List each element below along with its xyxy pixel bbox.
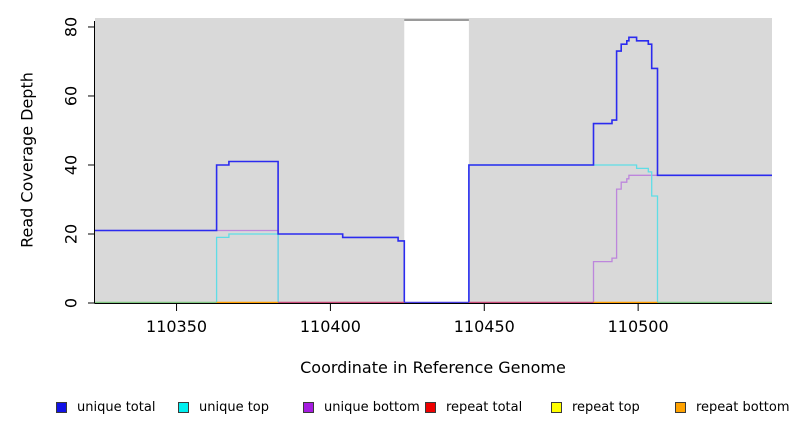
x-axis-title: Coordinate in Reference Genome [300, 358, 566, 377]
legend-item-unique-top: unique top [178, 398, 269, 416]
y-axis-title: Read Coverage Depth [17, 72, 37, 248]
legend-swatch-repeat-top [551, 401, 562, 413]
series-line-unique-total [95, 36, 772, 304]
y-tick-label-60: 60 [61, 85, 81, 107]
gap-band [404, 21, 469, 303]
legend-swatch-unique-bottom [303, 401, 314, 413]
y-tick-label-20: 20 [61, 223, 81, 245]
x-tick-label-110350: 110350 [146, 317, 208, 336]
legend-label: repeat top [572, 399, 640, 415]
legend-item-repeat-top: repeat top [551, 398, 640, 416]
legend-label: repeat total [446, 399, 523, 415]
legend-swatch-repeat-bottom [675, 401, 686, 413]
legend-item-repeat-bottom: repeat bottom [675, 398, 790, 416]
legend-label: unique top [199, 399, 270, 415]
x-tick-label-110400: 110400 [299, 317, 361, 336]
legend-label: unique total [77, 399, 156, 415]
legend-item-repeat-total: repeat total [425, 398, 522, 416]
x-tick-label-110450: 110450 [453, 317, 515, 336]
y-tick-label-40: 40 [61, 154, 81, 176]
legend-item-unique-bottom: unique bottom [303, 398, 420, 416]
legend-item-unique-total: unique total [56, 398, 155, 416]
legend-swatch-repeat-total [425, 401, 436, 413]
legend-label: unique bottom [324, 399, 420, 415]
y-tick-label-80: 80 [61, 16, 81, 38]
legend-label: repeat bottom [696, 399, 790, 415]
legend-swatch-unique-total [56, 401, 67, 413]
y-tick-label-0: 0 [61, 297, 81, 309]
x-tick-label-110500: 110500 [607, 317, 669, 336]
legend-swatch-unique-top [178, 401, 189, 413]
